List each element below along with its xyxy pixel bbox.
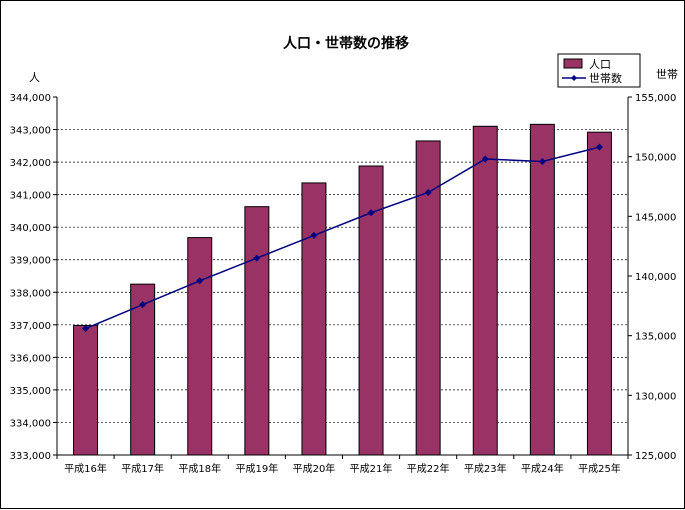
households-point: [253, 254, 261, 262]
x-tick-label: 平成16年: [64, 462, 107, 475]
right-tick-label: 150,000: [635, 153, 676, 164]
households-line: [85, 146, 600, 330]
left-tick-label: 340,000: [10, 223, 51, 234]
households-point: [310, 231, 318, 239]
left-tick-label: 342,000: [10, 158, 51, 169]
right-tick-label: 130,000: [635, 391, 676, 402]
households-point: [538, 157, 546, 165]
bar-population: [472, 125, 498, 456]
x-tick-label: 平成22年: [407, 462, 450, 475]
right-tick-label: 135,000: [635, 332, 676, 343]
x-tick-label: 平成23年: [464, 462, 507, 475]
legend-swatch-households-marker: [571, 75, 577, 81]
households-point: [82, 325, 90, 333]
right-tick-label: 155,000: [635, 93, 676, 104]
left-tick-label: 337,000: [10, 321, 51, 332]
axes: 333,000 334,000 335,000 336,000 337,000 338,0…: [10, 93, 677, 475]
x-tick-label: 平成24年: [521, 462, 564, 475]
households-point: [424, 188, 432, 196]
left-tick-label: 339,000: [10, 256, 51, 267]
right-tick-label: 125,000: [635, 451, 676, 462]
legend-swatch-population: [563, 58, 583, 69]
right-tick-label: 145,000: [635, 212, 676, 223]
bar-population: [244, 206, 270, 456]
bar-population: [130, 283, 156, 456]
chart-title: 人口・世帯数の推移: [283, 35, 409, 52]
bar-population: [586, 131, 612, 456]
left-tick-label: 338,000: [10, 288, 51, 299]
bar-population: [73, 324, 99, 456]
households-point: [595, 143, 603, 151]
left-tick-label: 333,000: [10, 451, 51, 462]
x-tick-label: 平成17年: [121, 462, 164, 475]
x-tick-label: 平成21年: [350, 462, 393, 475]
right-tick-label: 140,000: [635, 272, 676, 283]
legend-label-households: 世帯数: [589, 72, 622, 85]
bar-series-population: [73, 123, 612, 456]
households-point: [196, 277, 204, 285]
left-tick-label: 336,000: [10, 353, 51, 364]
left-tick-label: 335,000: [10, 386, 51, 397]
households-point: [481, 155, 489, 163]
left-tick-label: 343,000: [10, 126, 51, 137]
right-axis-unit: 世帯: [656, 68, 678, 81]
x-tick-label: 平成19年: [235, 462, 278, 475]
x-tick-label: 平成25年: [578, 462, 621, 475]
x-tick-label: 平成20年: [293, 462, 336, 475]
bar-population: [301, 182, 327, 456]
line-series-households: [82, 143, 603, 333]
left-tick-label: 341,000: [10, 191, 51, 202]
bar-population: [529, 123, 555, 456]
left-tick-label: 344,000: [10, 93, 51, 104]
households-point: [139, 301, 147, 309]
bar-population: [187, 237, 213, 456]
households-point: [367, 209, 375, 217]
legend-label-population: 人口: [589, 58, 611, 71]
left-axis-unit: 人: [29, 71, 40, 84]
x-tick-label: 平成18年: [178, 462, 221, 475]
left-tick-label: 334,000: [10, 418, 51, 429]
legend: 人口 世帯数: [557, 53, 641, 88]
